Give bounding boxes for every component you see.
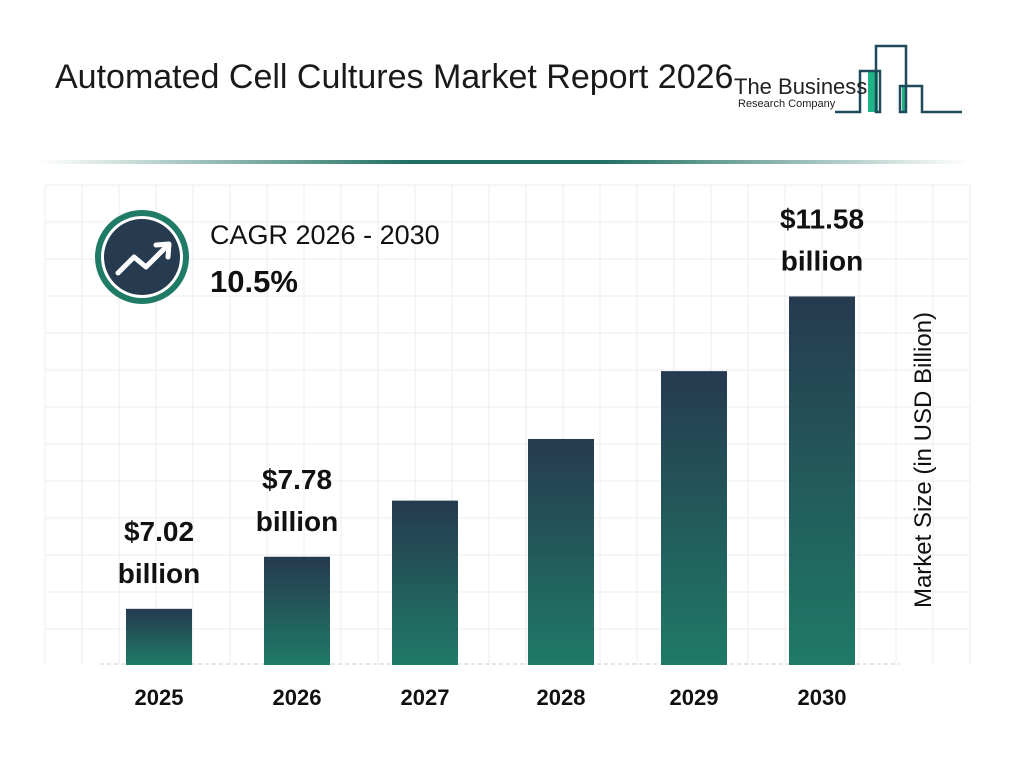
bar-2027 xyxy=(392,500,458,665)
x-tick-label: 2025 xyxy=(135,685,184,710)
cagr-label: CAGR 2026 - 2030 xyxy=(210,220,440,250)
page-title: Automated Cell Cultures Market Report 20… xyxy=(55,58,734,96)
bar-2028 xyxy=(528,438,594,665)
logo-buildings-icon xyxy=(835,44,962,114)
logo-text-line2: Research Company xyxy=(738,98,836,110)
x-tick-label: 2030 xyxy=(798,685,847,710)
header-divider xyxy=(40,160,970,164)
bar-2030 xyxy=(789,296,855,665)
x-tick-label: 2028 xyxy=(537,685,586,710)
bar-2026 xyxy=(264,556,330,665)
company-logo: The Business Research Company xyxy=(730,44,965,116)
bar-2029 xyxy=(661,371,727,665)
x-tick-label: 2029 xyxy=(670,685,719,710)
x-tick-label: 2027 xyxy=(401,685,450,710)
cagr-value: 10.5% xyxy=(210,264,298,299)
data-label: $11.58 billion xyxy=(780,203,864,276)
bar-2025 xyxy=(126,608,192,665)
data-label: $7.02 billion xyxy=(118,516,200,589)
trending-up-icon xyxy=(92,207,192,307)
y-axis-label: Market Size (in USD Billion) xyxy=(910,311,937,609)
logo-text-line1: The Business xyxy=(734,74,868,99)
x-tick-label: 2026 xyxy=(273,685,322,710)
data-label: $7.78 billion xyxy=(256,464,338,537)
